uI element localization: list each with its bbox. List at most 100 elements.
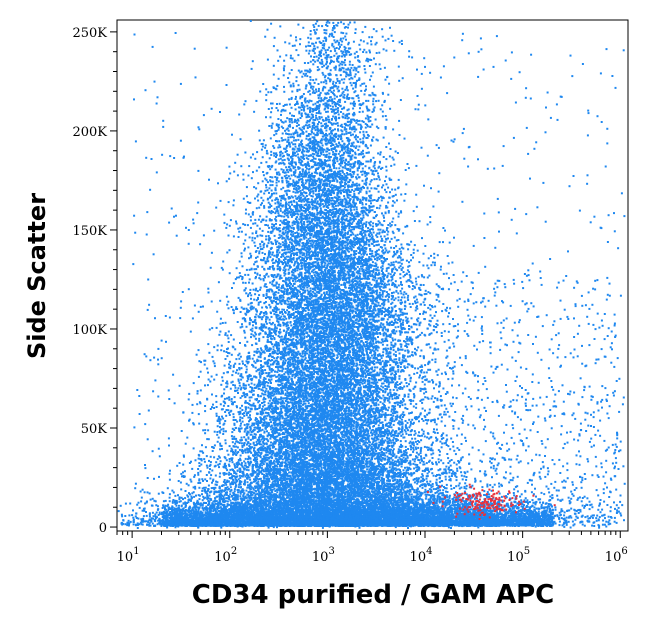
event-dot (429, 491, 432, 494)
event-dot (387, 210, 390, 212)
event-dot (241, 404, 243, 407)
event-dot (336, 59, 339, 62)
event-dot (255, 462, 257, 465)
event-dot (310, 348, 313, 351)
event-dot (320, 496, 323, 499)
event-dot (267, 242, 270, 245)
event-dot (400, 345, 403, 348)
event-dot (385, 191, 388, 194)
event-dot (351, 77, 354, 80)
event-dot (301, 106, 304, 108)
event-dot (344, 234, 347, 237)
event-dot (362, 137, 365, 140)
event-dot (128, 514, 131, 517)
event-dot (327, 213, 330, 216)
event-dot (333, 54, 336, 57)
event-dot (368, 307, 371, 310)
event-dot (391, 309, 394, 312)
event-dot (376, 359, 379, 361)
event-dot (359, 447, 361, 449)
event-dot (369, 340, 372, 343)
event-dot (440, 435, 443, 438)
event-dot (268, 456, 271, 459)
event-dot (356, 353, 359, 356)
event-dot (253, 433, 256, 436)
event-dot (496, 501, 499, 504)
event-dot (327, 289, 330, 292)
event-dot (338, 239, 341, 242)
event-dot (372, 335, 375, 338)
event-dot (333, 395, 335, 398)
event-dot (362, 40, 365, 43)
event-dot (355, 176, 358, 179)
event-dot (325, 132, 327, 135)
event-dot (286, 473, 289, 475)
event-dot (198, 498, 201, 501)
event-dot (314, 478, 317, 481)
event-dot (342, 233, 345, 236)
event-dot (562, 518, 565, 520)
event-dot (274, 212, 277, 215)
event-dot (398, 307, 401, 310)
event-dot (353, 487, 356, 489)
event-dot (244, 410, 247, 413)
event-dot (365, 343, 368, 346)
event-dot (336, 407, 339, 410)
event-dot (231, 474, 234, 477)
event-dot (381, 474, 384, 477)
event-dot (259, 215, 262, 218)
event-dot (255, 276, 257, 278)
event-dot (322, 103, 325, 106)
event-dot (345, 241, 348, 244)
event-dot (267, 206, 270, 209)
event-dot (314, 285, 317, 287)
event-dot (286, 463, 289, 466)
event-dot (371, 252, 374, 255)
event-dot (309, 408, 312, 411)
event-dot (361, 110, 364, 113)
event-dot (293, 301, 296, 304)
event-dot (258, 471, 261, 473)
event-dot (379, 421, 382, 424)
event-dot (293, 449, 296, 452)
event-dot (345, 85, 348, 88)
event-dot (221, 489, 224, 492)
event-dot (320, 97, 323, 100)
event-dot (362, 293, 365, 295)
event-dot (393, 319, 396, 322)
event-dot (223, 490, 226, 493)
event-dot (322, 328, 325, 331)
event-dot (415, 448, 418, 451)
event-dot (272, 211, 275, 214)
event-dot (380, 466, 383, 469)
event-dot (310, 367, 313, 370)
event-dot (326, 110, 329, 113)
event-dot (302, 93, 305, 95)
event-dot (206, 510, 209, 513)
event-dot (341, 219, 344, 222)
event-dot (268, 296, 271, 299)
event-dot (276, 423, 279, 426)
event-dot (316, 69, 319, 72)
event-dot (333, 66, 336, 69)
event-dot (401, 321, 404, 324)
event-dot (309, 339, 312, 342)
event-dot (350, 283, 352, 286)
event-dot (401, 458, 404, 461)
event-dot (255, 287, 258, 290)
event-dot (282, 397, 285, 400)
event-dot (352, 240, 355, 243)
event-dot (324, 443, 327, 446)
event-dot (247, 303, 250, 306)
event-dot (400, 259, 403, 262)
event-dot (468, 501, 471, 504)
event-dot (299, 135, 302, 138)
event-dot (285, 150, 288, 152)
event-dot (427, 267, 430, 270)
event-dot (404, 440, 407, 443)
event-dot (283, 59, 286, 62)
event-dot (375, 457, 378, 460)
event-dot (307, 453, 310, 456)
event-dot (356, 363, 359, 366)
event-dot (297, 106, 300, 109)
